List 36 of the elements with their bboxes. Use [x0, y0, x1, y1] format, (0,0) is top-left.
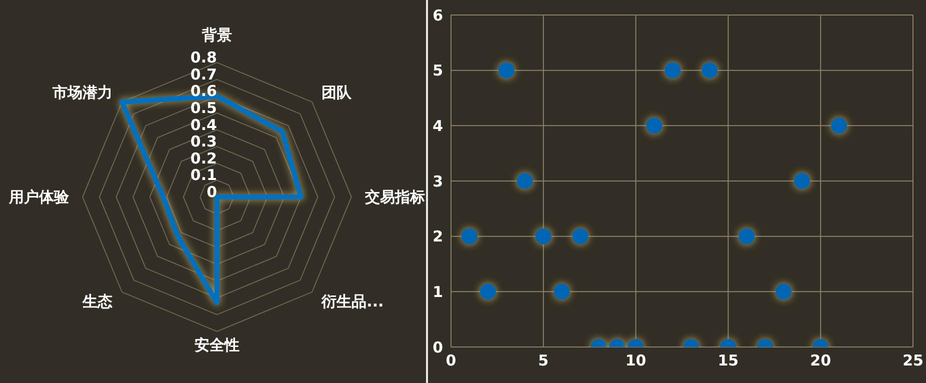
point: [516, 173, 533, 189]
y-tick-label: 0: [206, 183, 217, 201]
x-tick-label: 25: [902, 352, 924, 370]
x-tick-label: 10: [625, 352, 646, 370]
spoke-label: 安全性: [194, 336, 240, 354]
y-tick-label: 0.1: [190, 166, 217, 184]
y-tick-label: 1: [432, 282, 443, 301]
spoke-label: 用户体验: [8, 188, 70, 206]
y-tick-label: 0.3: [190, 132, 217, 151]
y-tick-label: 0.4: [190, 116, 217, 134]
spoke-label: 生态: [81, 292, 112, 311]
spoke-label: 衍生品...: [320, 292, 384, 311]
point: [831, 118, 848, 134]
y-tick-label: 2: [432, 228, 443, 246]
spoke-label: 背景: [201, 26, 232, 44]
spoke-label: 团队: [322, 83, 353, 102]
point: [702, 62, 718, 78]
y-tick-label: 0: [432, 338, 443, 356]
y-tick-label: 4: [432, 116, 443, 135]
y-tick-label: 6: [432, 6, 443, 24]
spoke-label: 市场潜力: [51, 83, 112, 102]
x-tick-label: 15: [718, 352, 739, 370]
y-tick-label: 0.5: [190, 99, 217, 117]
point: [664, 62, 681, 78]
y-tick-label: 5: [432, 62, 443, 80]
y-tick-label: 0.7: [190, 65, 217, 84]
point: [646, 118, 662, 134]
x-tick-label: 0: [446, 352, 456, 370]
x-tick-label: 5: [538, 352, 549, 370]
y-tick-label: 0.8: [190, 48, 217, 67]
spoke-label: 交易指标: [364, 188, 425, 206]
y-tick-label: 0.2: [190, 149, 217, 168]
point: [794, 173, 810, 189]
x-tick-label: 20: [810, 352, 832, 370]
y-tick-label: 3: [432, 172, 443, 190]
point: [498, 62, 514, 78]
